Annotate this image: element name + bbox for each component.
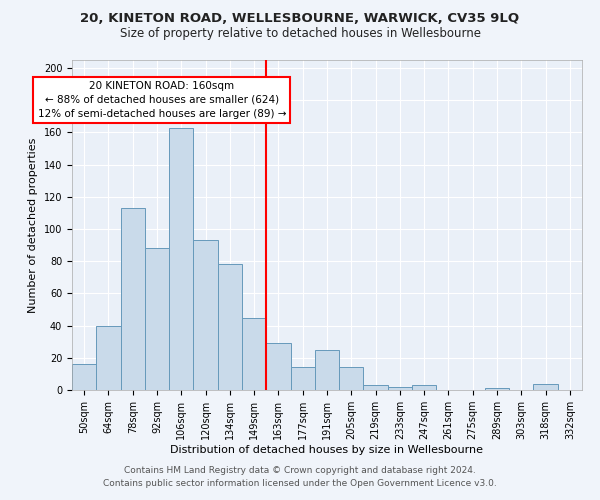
Bar <box>485 388 509 390</box>
Text: 20 KINETON ROAD: 160sqm
← 88% of detached houses are smaller (624)
12% of semi-d: 20 KINETON ROAD: 160sqm ← 88% of detache… <box>38 81 286 119</box>
Bar <box>218 264 242 390</box>
Bar <box>121 208 145 390</box>
Bar <box>412 385 436 390</box>
Bar <box>266 344 290 390</box>
Bar <box>533 384 558 390</box>
Bar <box>315 350 339 390</box>
Text: Contains HM Land Registry data © Crown copyright and database right 2024.
Contai: Contains HM Land Registry data © Crown c… <box>103 466 497 487</box>
Text: 20, KINETON ROAD, WELLESBOURNE, WARWICK, CV35 9LQ: 20, KINETON ROAD, WELLESBOURNE, WARWICK,… <box>80 12 520 26</box>
Bar <box>364 385 388 390</box>
Text: Size of property relative to detached houses in Wellesbourne: Size of property relative to detached ho… <box>119 28 481 40</box>
Y-axis label: Number of detached properties: Number of detached properties <box>28 138 38 312</box>
Bar <box>72 364 96 390</box>
Bar <box>339 368 364 390</box>
Bar <box>145 248 169 390</box>
X-axis label: Distribution of detached houses by size in Wellesbourne: Distribution of detached houses by size … <box>170 445 484 455</box>
Bar <box>388 387 412 390</box>
Bar <box>242 318 266 390</box>
Bar <box>96 326 121 390</box>
Bar <box>193 240 218 390</box>
Bar <box>169 128 193 390</box>
Bar <box>290 368 315 390</box>
